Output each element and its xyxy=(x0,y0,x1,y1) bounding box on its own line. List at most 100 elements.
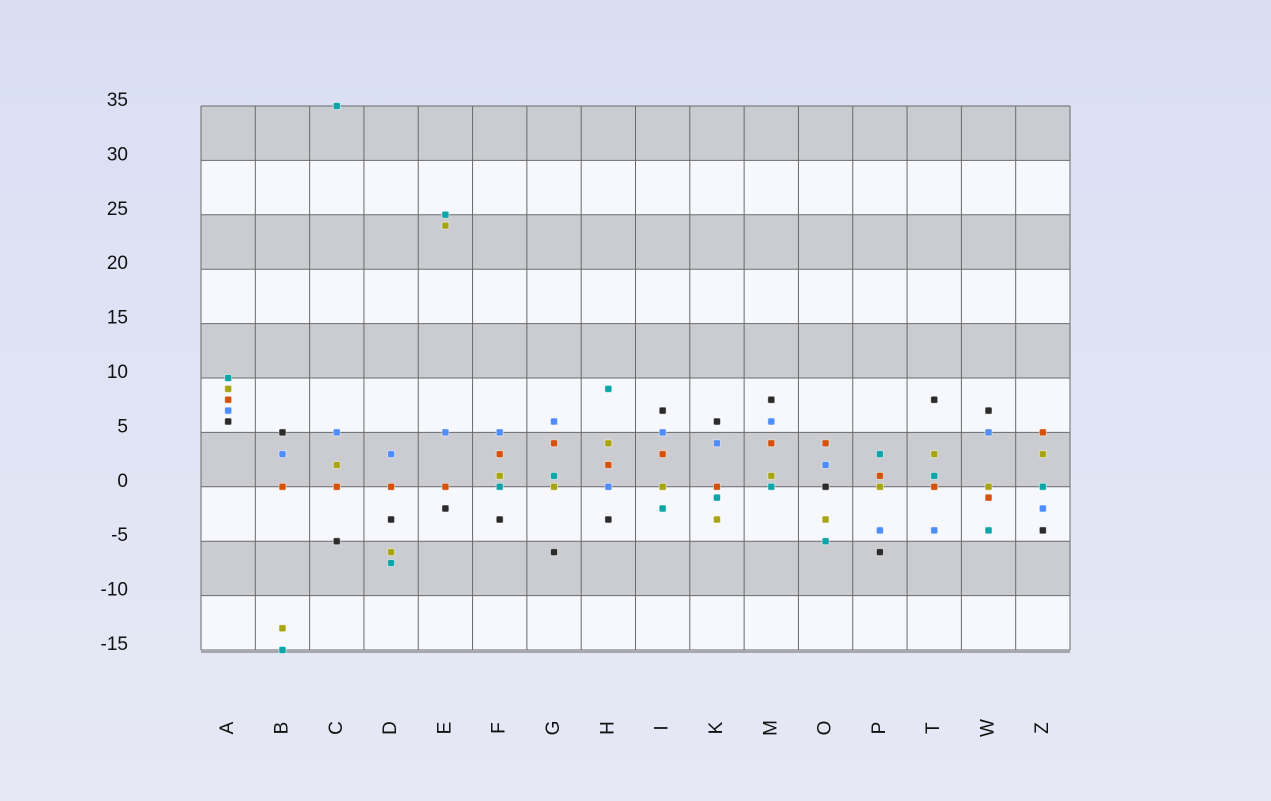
x-tick-label: F xyxy=(489,722,510,734)
data-point xyxy=(495,515,504,524)
x-tick-label: D xyxy=(380,721,401,735)
x-tick-label: G xyxy=(543,721,564,736)
data-point xyxy=(387,450,396,459)
data-point xyxy=(332,428,341,437)
data-point xyxy=(821,537,830,546)
data-point xyxy=(495,450,504,459)
data-point xyxy=(224,406,233,415)
data-point xyxy=(495,428,504,437)
data-point xyxy=(441,428,450,437)
x-tick-label: P xyxy=(869,722,890,735)
data-point xyxy=(875,450,884,459)
data-point xyxy=(1038,504,1047,513)
x-tick-label: Z xyxy=(1032,722,1053,734)
y-tick-label: 0 xyxy=(117,471,128,492)
data-point xyxy=(278,428,287,437)
data-point xyxy=(332,102,341,110)
data-point xyxy=(224,374,233,382)
data-point xyxy=(550,417,559,426)
data-point xyxy=(767,471,776,480)
data-point xyxy=(604,384,613,393)
x-tick-label: H xyxy=(597,721,618,735)
data-point xyxy=(278,646,287,654)
data-point xyxy=(875,482,884,491)
data-point xyxy=(550,439,559,448)
series-3 xyxy=(224,395,1047,502)
y-tick-label: 25 xyxy=(107,199,128,220)
data-point xyxy=(821,439,830,448)
data-point xyxy=(1038,450,1047,459)
x-tick-label: K xyxy=(706,721,727,734)
x-tick-label: O xyxy=(815,721,836,736)
data-point xyxy=(550,482,559,491)
data-point xyxy=(767,395,776,404)
data-point xyxy=(441,210,450,219)
x-tick-label: C xyxy=(326,721,347,735)
y-tick-label: 5 xyxy=(117,416,128,437)
data-point xyxy=(767,417,776,426)
data-point xyxy=(387,548,396,557)
data-point xyxy=(441,221,450,230)
series-5 xyxy=(224,102,1047,654)
data-point xyxy=(930,526,939,535)
data-point xyxy=(712,493,721,502)
gridlines xyxy=(200,105,1071,653)
data-point xyxy=(821,461,830,470)
data-point xyxy=(930,450,939,459)
data-point xyxy=(604,482,613,491)
data-point xyxy=(604,461,613,470)
x-tick-label: A xyxy=(217,721,238,734)
data-point xyxy=(875,526,884,535)
data-point xyxy=(604,515,613,524)
data-point xyxy=(984,428,993,437)
data-point xyxy=(658,450,667,459)
data-point xyxy=(712,417,721,426)
data-point xyxy=(278,624,287,633)
y-tick-label: 10 xyxy=(107,362,128,383)
data-point xyxy=(441,482,450,491)
data-point xyxy=(821,482,830,491)
data-point xyxy=(712,515,721,524)
data-point xyxy=(930,482,939,491)
data-point xyxy=(712,439,721,448)
data-point xyxy=(1038,526,1047,535)
data-point xyxy=(930,471,939,480)
series-1 xyxy=(224,395,1047,557)
data-point xyxy=(767,439,776,448)
data-point xyxy=(767,482,776,491)
data-point xyxy=(1038,482,1047,491)
data-point xyxy=(658,406,667,415)
data-point xyxy=(332,461,341,470)
series-2 xyxy=(224,406,1047,535)
x-tick-label: W xyxy=(978,719,999,737)
y-tick-label: -15 xyxy=(101,634,128,655)
data-point xyxy=(875,548,884,557)
data-points xyxy=(224,102,1047,654)
data-point xyxy=(658,504,667,513)
x-tick-label: I xyxy=(652,725,673,730)
data-point xyxy=(441,504,450,513)
x-tick-label: M xyxy=(760,720,781,736)
data-point xyxy=(984,406,993,415)
x-tick-label: E xyxy=(434,722,455,735)
data-point xyxy=(712,482,721,491)
x-tick-label: T xyxy=(923,722,944,734)
y-tick-label: 30 xyxy=(107,144,128,165)
data-point xyxy=(658,482,667,491)
data-point xyxy=(278,450,287,459)
data-point xyxy=(224,384,233,393)
data-point xyxy=(224,395,233,404)
y-tick-label: 15 xyxy=(107,308,128,329)
data-point xyxy=(984,482,993,491)
data-point xyxy=(604,439,613,448)
y-tick-label: -10 xyxy=(101,580,128,601)
data-point xyxy=(278,482,287,491)
data-point xyxy=(387,515,396,524)
data-point xyxy=(332,537,341,546)
series-4 xyxy=(224,221,1047,633)
y-tick-label: 20 xyxy=(107,253,128,274)
data-point xyxy=(387,482,396,491)
x-tick-label: B xyxy=(271,722,292,735)
data-point xyxy=(495,482,504,491)
